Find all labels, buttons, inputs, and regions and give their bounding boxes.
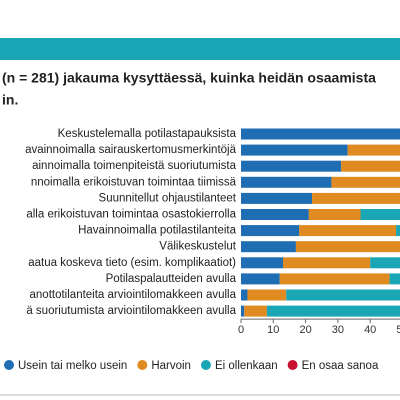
bar-segment <box>266 305 400 317</box>
bar-segment <box>396 225 400 237</box>
bar-segment <box>241 144 348 156</box>
bar-segment <box>241 289 248 301</box>
x-tick-label: 50 <box>396 324 400 336</box>
x-tick-label: 0 <box>238 324 244 336</box>
legend-marker <box>4 360 14 370</box>
category-label: Välikeskustelut <box>159 241 237 253</box>
category-label: avainnoimalla sairauskertomusmerkintöjä <box>25 144 237 156</box>
category-label: alla erikoistuvan toimintaa osastokierro… <box>26 209 236 221</box>
legend-marker <box>200 360 211 370</box>
header-band <box>0 38 400 60</box>
bar-segment <box>331 176 400 188</box>
bar-segment <box>282 257 371 269</box>
category-label: Suunnitellut ohjaustilanteet <box>99 192 237 204</box>
category-label: Havainnoimalla potilastilanteita <box>78 225 236 237</box>
bar-segment <box>279 273 390 285</box>
bar-segment <box>370 257 400 269</box>
chart-title: in. <box>2 92 18 108</box>
bar-segment <box>241 273 280 285</box>
legend-label: Ei ollenkaan <box>215 360 278 372</box>
x-tick-label: 10 <box>267 324 279 336</box>
bar-segment <box>244 305 267 317</box>
bar-segment <box>241 192 313 204</box>
chart-title: (n = 281) jakauma kysyttäessä, kuinka he… <box>2 70 376 86</box>
legend-label: Usein tai melko usein <box>18 360 127 372</box>
bar-segment <box>241 209 309 220</box>
bar-segment <box>312 192 400 204</box>
bar-segment <box>241 176 332 188</box>
bar-segment <box>241 257 283 269</box>
legend-label: En osaa sanoa <box>302 360 379 372</box>
bar-segment <box>241 241 296 253</box>
x-tick-label: 30 <box>332 324 344 336</box>
category-label: anottotilanteita arviointilomakkeen avul… <box>30 289 237 301</box>
bar-segment <box>389 273 400 285</box>
bar-segment <box>295 241 400 253</box>
bar-segment <box>241 160 342 172</box>
category-label: Potilaspalautteiden avulla <box>106 273 237 285</box>
bar-segment <box>241 305 245 317</box>
bar-segment <box>347 144 400 156</box>
legend-marker <box>137 360 148 370</box>
category-label: ä suoriutumista arviointilomakkeen avull… <box>26 305 236 317</box>
bar-segment <box>308 209 361 220</box>
legend-label: Harvoin <box>151 360 191 372</box>
category-label: nnoimalla erikoistuvan toimintaa tiimiss… <box>31 176 237 188</box>
category-label: ainnoimalla toimenpiteistä suoriutumista <box>32 160 237 172</box>
bar-segment <box>247 289 287 301</box>
category-label: aatua koskeva tieto (esim. komplikaatiot… <box>28 257 236 269</box>
bar-segment <box>241 225 300 237</box>
bar-segment <box>286 289 400 301</box>
bar-segment <box>299 225 397 237</box>
bar-segment <box>360 209 400 220</box>
bar-segment <box>341 160 400 172</box>
category-label: Keskustelemalla potilastapauksista <box>58 128 237 140</box>
legend-marker <box>287 360 298 370</box>
x-tick-label: 40 <box>364 324 376 336</box>
bar-segment <box>241 128 400 140</box>
x-tick-label: 20 <box>299 324 311 336</box>
